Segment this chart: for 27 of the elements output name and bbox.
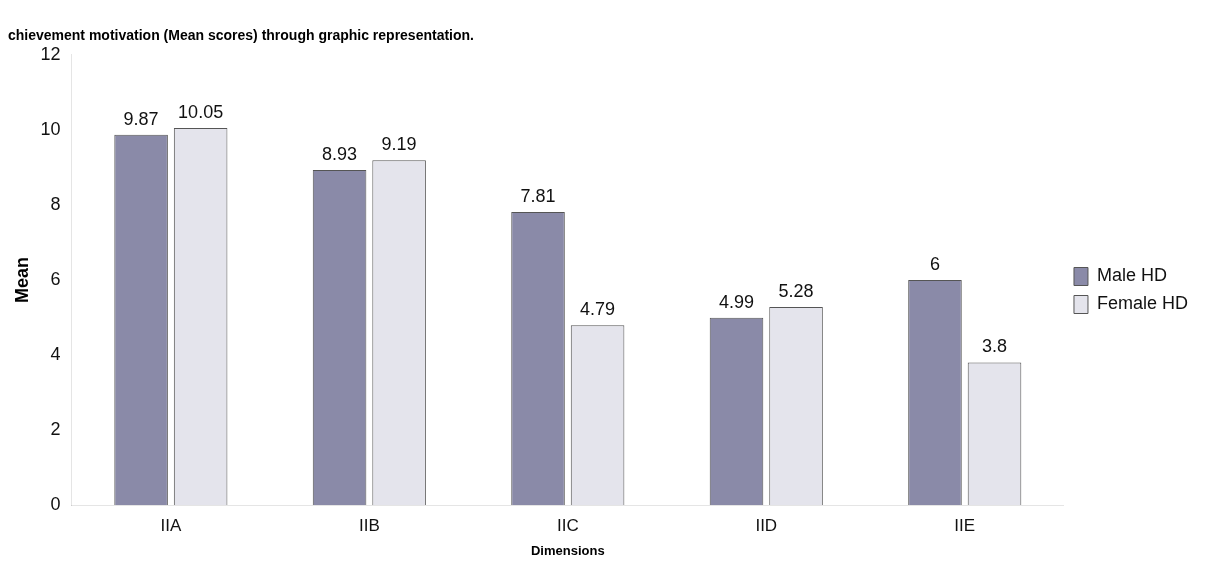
data-label: 4.99 xyxy=(718,291,755,312)
data-label: 8.93 xyxy=(322,143,358,164)
y-tick-label: 2 xyxy=(50,418,61,439)
legend-label: Male HD xyxy=(1096,265,1167,286)
data-label: 9.87 xyxy=(123,108,159,129)
y-tick-label: 0 xyxy=(50,493,61,514)
data-label: 5.28 xyxy=(778,280,814,301)
x-tick-label: IIA xyxy=(160,515,182,535)
y-tick-label: 4 xyxy=(50,343,61,364)
data-label: 7.81 xyxy=(520,185,556,206)
x-tick-label: IIC xyxy=(556,515,579,535)
y-tick-label: 10 xyxy=(40,118,61,139)
data-label: 4.79 xyxy=(580,299,616,320)
chart-title: chievement motivation (Mean scores) through graphic representation. xyxy=(8,27,474,44)
data-label: 9.19 xyxy=(381,134,417,155)
x-tick-label: IID xyxy=(755,515,778,535)
y-tick-label: 6 xyxy=(50,268,61,289)
data-label: 10.05 xyxy=(178,101,224,122)
data-label: 6 xyxy=(929,253,940,274)
x-tick-label: IIE xyxy=(954,515,976,535)
data-label: 3.8 xyxy=(982,336,1008,357)
y-tick-label: 8 xyxy=(50,193,61,214)
x-axis-title: Dimensions xyxy=(530,542,605,558)
legend-label: Female HD xyxy=(1096,293,1189,314)
y-tick-label: 12 xyxy=(40,43,61,64)
x-tick-label: IIB xyxy=(358,515,380,535)
y-axis-title: Mean xyxy=(11,256,32,303)
